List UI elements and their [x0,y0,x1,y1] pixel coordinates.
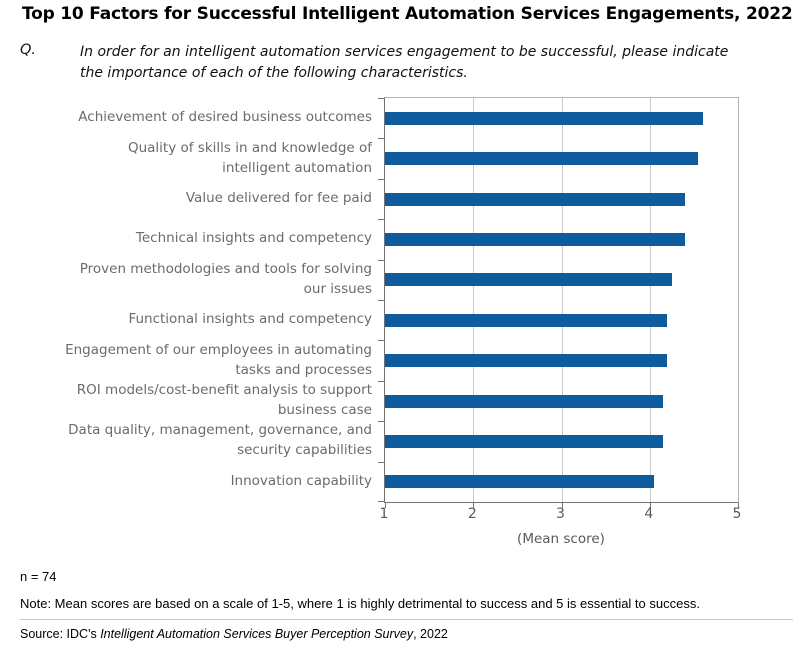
bar [385,394,663,408]
category-label: Functional insights and competency [128,311,372,328]
category-label: Innovation capability [230,472,372,489]
x-axis: 1 2 3 4 5 [380,506,742,524]
footer-divider [20,619,793,620]
x-tick-label: 5 [732,506,742,522]
bar [385,152,699,166]
y-tick [378,421,384,423]
y-tick [378,138,384,140]
y-tick [378,501,384,502]
question-prefix: Q. [20,42,37,58]
sample-size: n = 74 [20,569,57,584]
source-text: Source: IDC's Intelligent Automation Ser… [20,627,800,641]
y-tick [378,340,384,342]
x-tick [561,503,563,508]
category-label: Value delivered for fee paid [185,190,372,207]
bar [385,273,672,287]
y-tick [378,380,384,382]
y-tick [378,178,384,180]
y-tick [378,300,384,301]
category-label: Achievement of desired business outcomes [78,109,372,126]
category-label: Technical insights and competency [135,230,372,247]
gridline [561,98,563,502]
plot-area [378,97,739,508]
x-tick [738,503,739,508]
category-label: Data quality, management, governance, an… [68,422,372,459]
x-tick [473,503,475,508]
x-tick-label: 2 [467,506,477,522]
page-title: Top 10 Factors for Successful Intelligen… [22,4,793,24]
y-tick [378,219,384,221]
gridline [649,98,651,502]
bar [385,434,663,448]
y-tick [378,461,384,463]
bar [385,111,703,125]
category-label: Engagement of our employees in automatin… [65,341,372,378]
bar [385,232,686,246]
x-tick-label: 1 [379,506,389,522]
question-text: In order for an intelligent automation s… [80,44,729,81]
x-tick [385,503,386,508]
note-text: Note: Mean scores are based on a scale o… [20,596,700,611]
y-tick [378,98,384,99]
bar [385,475,655,489]
source-title-italic: Intelligent Automation Services Buyer Pe… [100,627,414,641]
category-label: Proven methodologies and tools for solvi… [79,260,372,297]
x-tick-label: 3 [556,506,565,522]
gridline [473,98,475,502]
bar [385,313,668,327]
bar [385,192,686,206]
x-tick [649,503,651,508]
category-labels: Achievement of desired business outcomes… [0,97,384,501]
x-tick-label: 4 [644,506,654,522]
bar [385,354,668,368]
x-axis-title: (Mean score) [517,531,605,547]
source-suffix: , 2022 [413,627,448,641]
category-label: ROI models/cost-benefit analysis to supp… [76,382,372,419]
category-label: Quality of skills in and knowledge of in… [127,139,372,176]
y-tick [378,259,384,261]
source-prefix: Source: IDC's [20,627,101,641]
